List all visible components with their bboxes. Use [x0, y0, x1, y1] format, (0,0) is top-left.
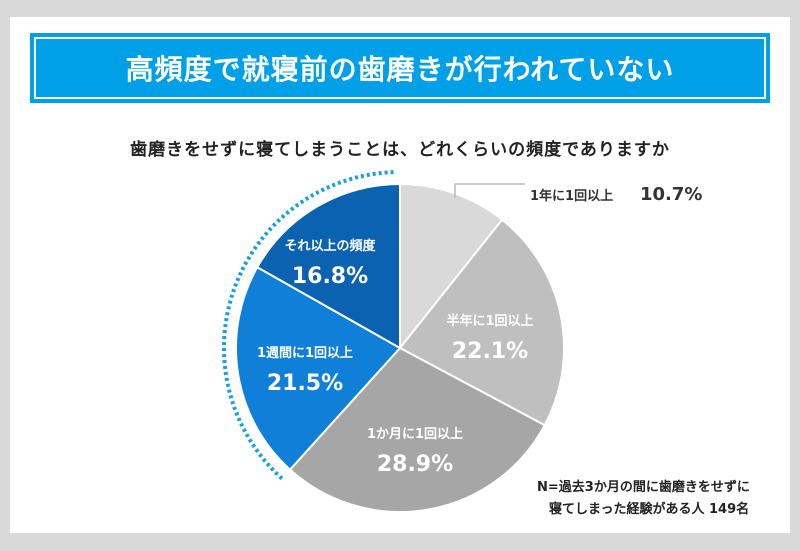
- note-line: N=過去3か月の間に歯磨きをせずに: [537, 480, 750, 495]
- title-banner: 高頻度で就寝前の歯磨きが行われていない: [30, 33, 770, 103]
- leader-line: [454, 183, 525, 198]
- pie-slice: [398, 218, 565, 427]
- slice-label: それ以上の頻度: [284, 238, 376, 254]
- slice-value: 22.1%: [452, 339, 528, 364]
- slice-value: 28.9%: [377, 452, 453, 477]
- highlight-dotted-arc: [222, 170, 397, 481]
- slice-value: 21.5%: [267, 371, 343, 396]
- chart-title: 歯磨きをせずに寝てしまうことは、どれくらいの頻度でありますか: [130, 140, 670, 160]
- note-line: 寝てしまった経験がある人 149名: [549, 502, 750, 517]
- slice-label: 1か月に1回以上: [367, 427, 463, 442]
- page-title: 高頻度で就寝前の歯磨きが行われていない: [34, 37, 766, 99]
- pie-slice: [255, 182, 401, 350]
- slice-value: 16.8%: [292, 264, 368, 289]
- pie-slice: [235, 265, 402, 472]
- slice-label: 半年に1回以上: [446, 313, 533, 329]
- pie-slice: [288, 346, 547, 513]
- sample-note: N=過去3か月の間に歯磨きをせずに 寝てしまった経験がある人 149名: [537, 477, 750, 521]
- slice-label: 1年に1回以上: [530, 188, 613, 204]
- pie-slice: [399, 182, 504, 351]
- slice-label: 1週間に1回以上: [257, 346, 353, 361]
- slice-value: 10.7%: [640, 184, 702, 205]
